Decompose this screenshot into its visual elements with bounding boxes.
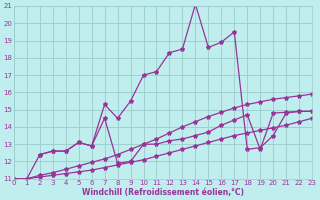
X-axis label: Windchill (Refroidissement éolien,°C): Windchill (Refroidissement éolien,°C) <box>82 188 244 197</box>
